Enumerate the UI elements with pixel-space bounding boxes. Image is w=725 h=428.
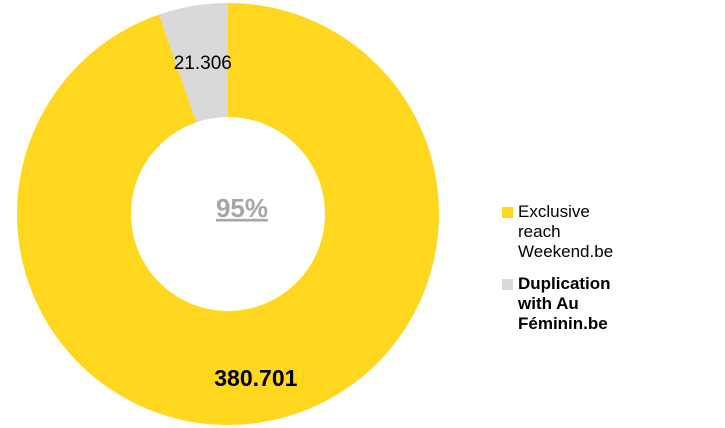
data-label: 380.701 (214, 365, 297, 391)
legend-item: Exclusive reach Weekend.be (502, 202, 632, 262)
legend-label: Duplication with Au Féminin.be (518, 274, 611, 333)
legend-item: Duplication with Au Féminin.be (502, 274, 632, 334)
donut-slice (159, 3, 228, 123)
legend-swatch (502, 279, 513, 290)
donut-slice (17, 3, 440, 425)
legend: Exclusive reach Weekend.be Duplication wi… (502, 202, 632, 346)
data-label: 21.306 (174, 53, 232, 74)
legend-label: Exclusive reach Weekend.be (518, 202, 614, 261)
center-label: 95% (216, 193, 268, 223)
legend-swatch (502, 207, 513, 218)
